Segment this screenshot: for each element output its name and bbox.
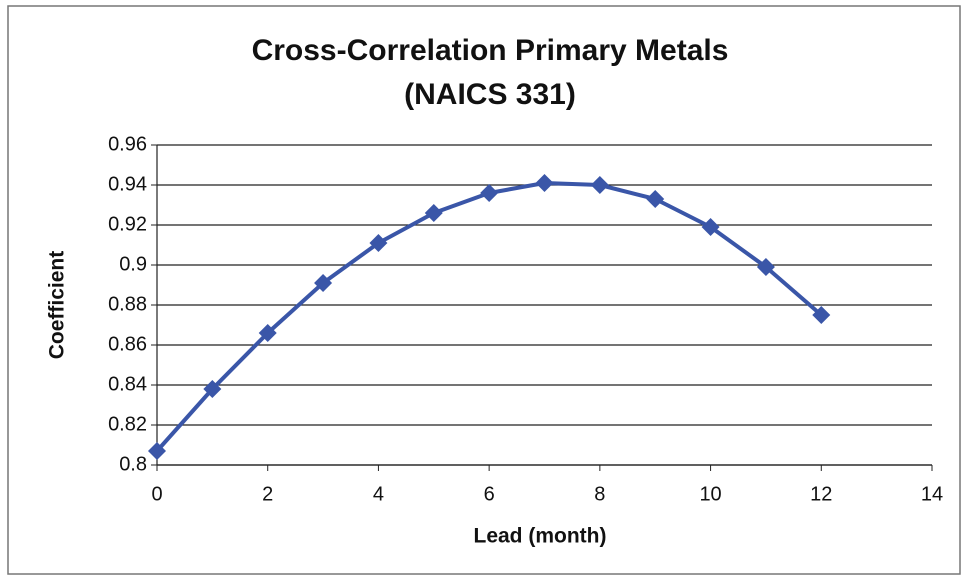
data-point	[480, 184, 499, 202]
data-point	[369, 234, 388, 252]
x-tick-label: 10	[699, 483, 721, 505]
chart-title: Cross-Correlation Primary Metals	[252, 34, 729, 67]
data-point	[258, 324, 277, 342]
data-point	[314, 274, 333, 292]
x-tick-label: 4	[373, 483, 384, 505]
y-tick-label: 0.8	[119, 453, 147, 475]
data-point	[701, 218, 720, 236]
y-tick-label: 0.9	[119, 253, 147, 275]
x-tick-label: 14	[921, 483, 943, 505]
chart-title: (NAICS 331)	[404, 78, 576, 111]
chart-frame	[7, 5, 961, 575]
data-point	[812, 306, 831, 324]
data-point	[756, 258, 775, 276]
data-point	[535, 174, 554, 192]
y-tick-label: 0.96	[108, 133, 147, 155]
data-point	[203, 380, 222, 398]
data-point	[424, 204, 443, 222]
y-axis-label: Coefficient	[46, 251, 69, 360]
data-point	[646, 190, 665, 208]
data-point	[590, 176, 609, 194]
x-tick-label: 2	[262, 483, 273, 505]
y-tick-label: 0.84	[108, 373, 147, 395]
y-tick-label: 0.86	[108, 333, 147, 355]
data-point	[148, 442, 166, 460]
y-tick-label: 0.92	[108, 213, 147, 235]
x-tick-label: 8	[594, 483, 605, 505]
x-axis-label: Lead (month)	[474, 525, 607, 548]
y-tick-label: 0.82	[108, 413, 147, 435]
x-tick-label: 0	[151, 483, 162, 505]
y-tick-label: 0.88	[108, 293, 147, 315]
x-tick-label: 6	[484, 483, 495, 505]
y-tick-label: 0.94	[108, 173, 147, 195]
x-tick-label: 12	[810, 483, 832, 505]
